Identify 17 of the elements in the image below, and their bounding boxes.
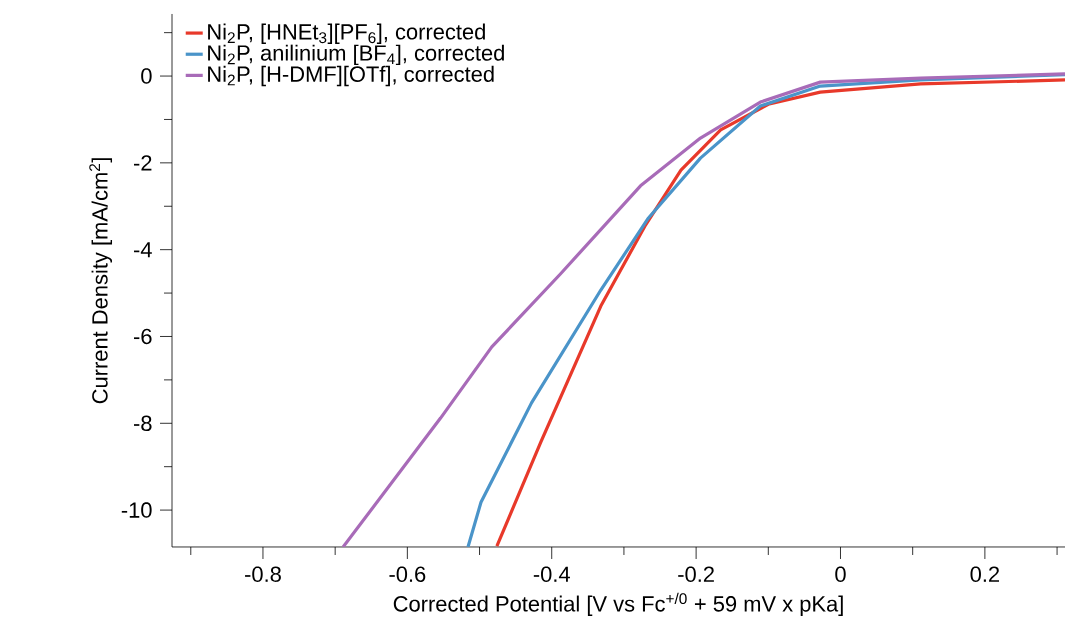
legend-label: Ni$_{2}$P, [H-DMF][OTf], corrected — [208, 65, 494, 87]
x-tick-label: -0.4 — [533, 566, 570, 583]
y-tick-label: -8 — [133, 415, 152, 432]
y-tick-label: -2 — [133, 155, 152, 171]
x-axis-title: Corrected Potential [V vs Fc$^{+/0}$ + 59 mV x pKa] — [393, 592, 843, 616]
x-tick-label: 0.2 — [970, 566, 1000, 583]
x-tick-label: -0.8 — [245, 566, 281, 583]
y-tick-label: -6 — [133, 328, 152, 345]
y-tick-label: -10 — [121, 502, 152, 518]
y-axis-title: Current Density [mA/cm$^{2}$] — [89, 158, 113, 404]
x-tick-label: -0.6 — [389, 566, 426, 583]
y-tick-label: -4 — [133, 242, 152, 258]
legend-label: Ni$_{2}$P, anilinium [BF$_{4}$], corrected — [208, 44, 504, 66]
x-tick-label: -0.2 — [678, 566, 714, 583]
y-tick-label: 0 — [141, 68, 152, 84]
legend-label: Ni$_{2}$P, [HNEt$_{3}$][PF$_{6}$], corrected — [208, 23, 485, 44]
x-tick-label: 0 — [835, 566, 846, 583]
